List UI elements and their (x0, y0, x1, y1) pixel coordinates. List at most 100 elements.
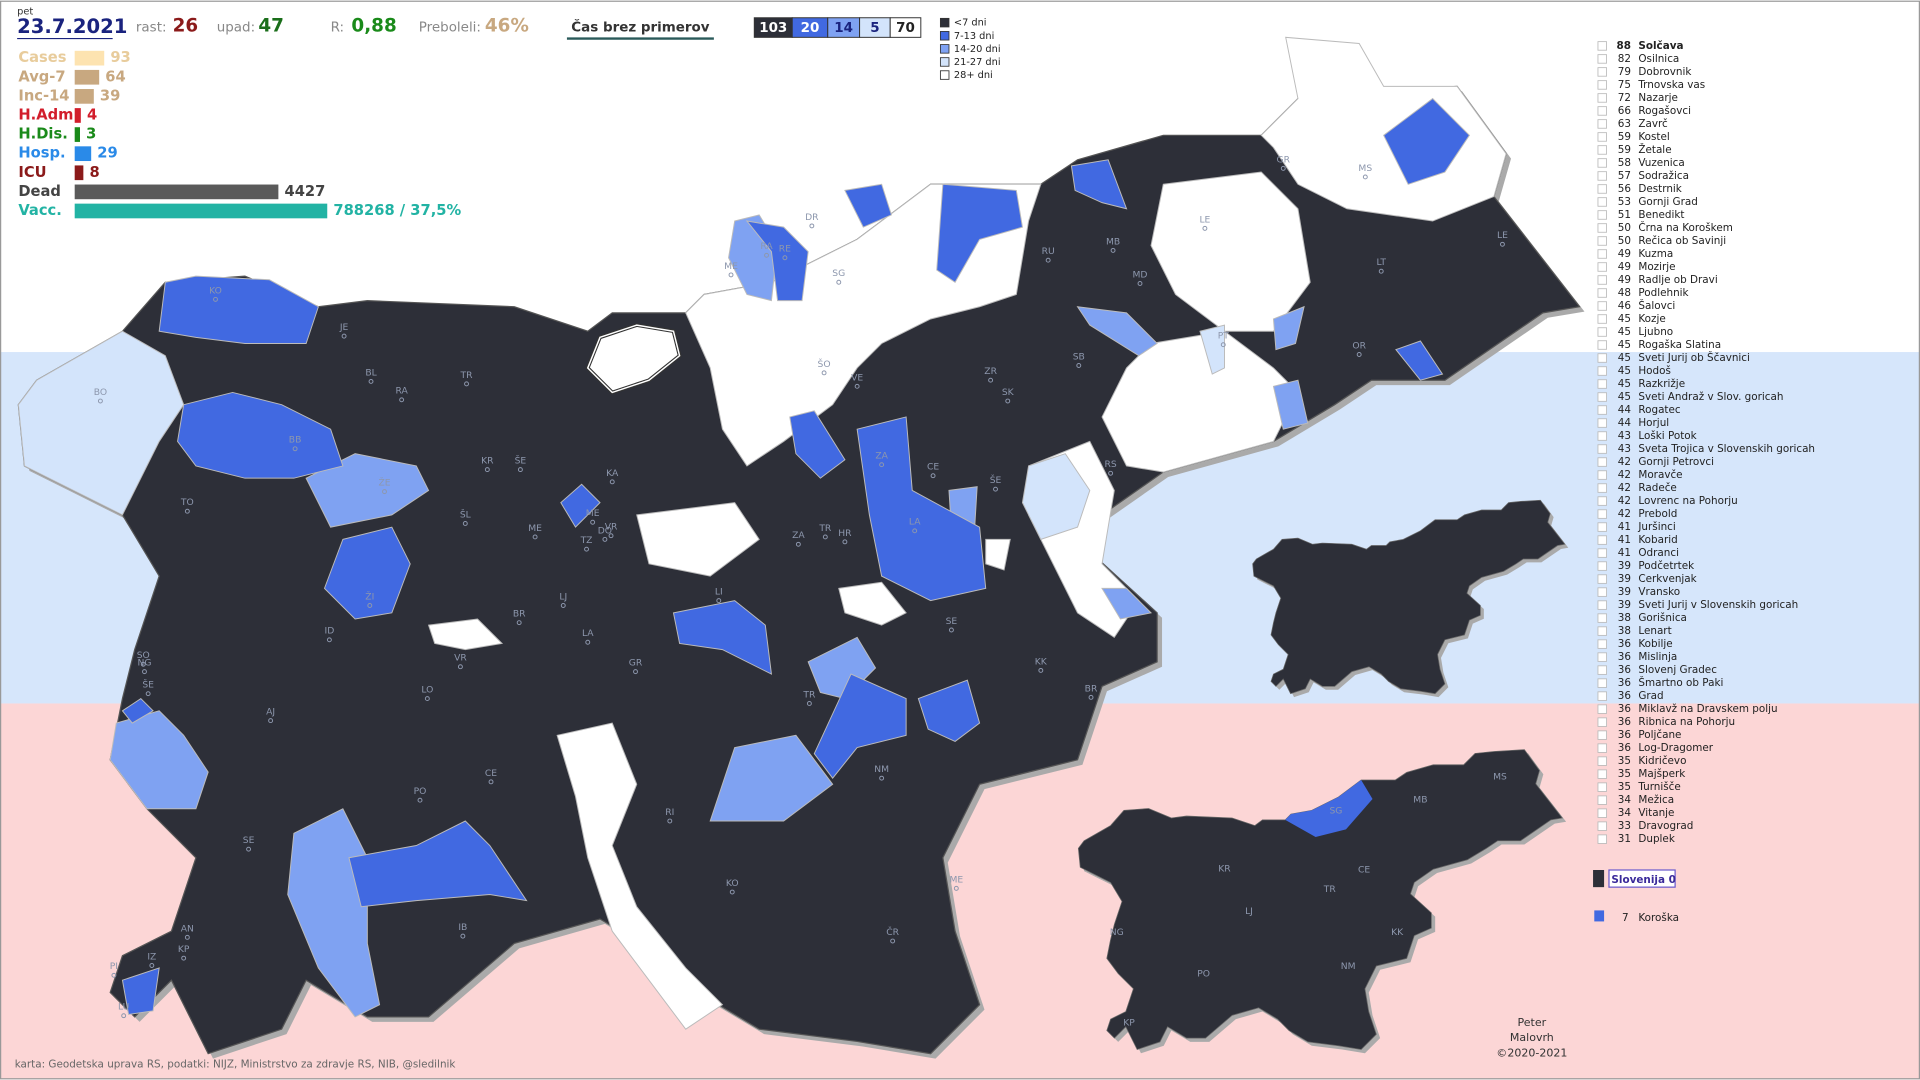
list-checkbox[interactable] (1597, 548, 1607, 558)
list-name[interactable]: Moravče (1638, 469, 1682, 481)
list-checkbox[interactable] (1597, 210, 1607, 220)
list-checkbox[interactable] (1597, 327, 1607, 337)
list-count[interactable]: 36 (1618, 638, 1631, 650)
list-name[interactable]: Podlehnik (1638, 287, 1688, 299)
list-name[interactable]: Radlje ob Dravi (1638, 274, 1717, 286)
list-checkbox[interactable] (1597, 509, 1607, 519)
list-count[interactable]: 41 (1618, 547, 1631, 559)
list-name[interactable]: Slovenj Gradec (1638, 664, 1717, 676)
list-count[interactable]: 33 (1618, 820, 1631, 832)
list-name[interactable]: Mežica (1638, 794, 1674, 806)
list-name[interactable]: Vransko (1638, 586, 1680, 598)
list-name[interactable]: Rogašovci (1638, 105, 1691, 117)
list-name[interactable]: Vitanje (1638, 807, 1674, 819)
list-checkbox[interactable] (1597, 522, 1607, 532)
list-count[interactable]: 88 (1617, 40, 1631, 52)
list-name[interactable]: Kostel (1638, 131, 1669, 143)
list-count[interactable]: 44 (1618, 417, 1632, 429)
list-count[interactable]: 38 (1618, 612, 1631, 624)
list-count[interactable]: 66 (1618, 105, 1631, 117)
list-checkbox[interactable] (1597, 314, 1607, 324)
list-count[interactable]: 35 (1618, 781, 1631, 793)
list-name[interactable]: Podčetrtek (1638, 560, 1694, 572)
list-name[interactable]: Solčava (1638, 40, 1683, 52)
list-count[interactable]: 35 (1618, 768, 1631, 780)
list-name[interactable]: Juršinci (1637, 521, 1675, 533)
list-count[interactable]: 36 (1618, 729, 1631, 741)
list-count[interactable]: 57 (1618, 170, 1631, 182)
list-count[interactable]: 41 (1618, 534, 1631, 546)
list-count[interactable]: 45 (1618, 378, 1631, 390)
list-count[interactable]: 42 (1618, 495, 1631, 507)
list-count[interactable]: 50 (1618, 222, 1631, 234)
list-count[interactable]: 51 (1618, 209, 1631, 221)
list-count[interactable]: 82 (1618, 53, 1631, 65)
list-name[interactable]: Rečica ob Savinji (1638, 235, 1726, 247)
list-checkbox[interactable] (1597, 665, 1607, 675)
list-count[interactable]: 31 (1618, 833, 1631, 845)
list-checkbox[interactable] (1597, 704, 1607, 714)
list-checkbox[interactable] (1597, 54, 1607, 64)
list-checkbox[interactable] (1597, 93, 1607, 103)
list-name[interactable]: Majšperk (1638, 768, 1685, 780)
summary-country[interactable]: Slovenija 0 (1611, 874, 1675, 886)
list-count[interactable]: 45 (1618, 313, 1631, 325)
list-name[interactable]: Loški Potok (1638, 430, 1696, 442)
list-checkbox[interactable] (1597, 730, 1607, 740)
list-checkbox[interactable] (1597, 80, 1607, 90)
list-checkbox[interactable] (1597, 483, 1607, 493)
list-count[interactable]: 35 (1618, 755, 1631, 767)
list-name[interactable]: Sveti Jurij ob Ščavnici (1638, 351, 1750, 364)
list-checkbox[interactable] (1597, 535, 1607, 545)
list-checkbox[interactable] (1597, 444, 1607, 454)
list-name[interactable]: Sveti Jurij v Slovenskih goricah (1638, 599, 1798, 611)
list-name[interactable]: Kobilje (1638, 638, 1672, 650)
range-button[interactable]: 14 (834, 21, 853, 36)
list-name[interactable]: Log-Dragomer (1638, 742, 1713, 754)
list-name[interactable]: Odranci (1638, 547, 1679, 559)
list-name[interactable]: Kidričevo (1638, 755, 1686, 767)
list-count[interactable]: 45 (1618, 365, 1631, 377)
list-count[interactable]: 63 (1618, 118, 1631, 130)
range-button[interactable]: 20 (801, 21, 820, 36)
list-count[interactable]: 44 (1618, 404, 1632, 416)
list-name[interactable]: Lovrenc na Pohorju (1638, 495, 1737, 507)
list-checkbox[interactable] (1597, 431, 1607, 441)
list-name[interactable]: Nazarje (1638, 92, 1678, 104)
list-name[interactable]: Destrnik (1638, 183, 1681, 195)
list-checkbox[interactable] (1597, 262, 1607, 272)
list-name[interactable]: Gornji Grad (1638, 196, 1697, 208)
list-count[interactable]: 34 (1618, 794, 1632, 806)
list-name[interactable]: Mislinja (1638, 651, 1677, 663)
list-count[interactable]: 48 (1618, 287, 1631, 299)
list-name[interactable]: Hodoš (1638, 365, 1671, 377)
list-count[interactable]: 42 (1618, 482, 1631, 494)
list-count[interactable]: 42 (1618, 469, 1631, 481)
list-count[interactable]: 36 (1618, 742, 1631, 754)
list-name[interactable]: Cerkvenjak (1638, 573, 1696, 585)
list-count[interactable]: 49 (1618, 248, 1631, 260)
list-name[interactable]: Črna na Koroškem (1638, 221, 1732, 234)
list-checkbox[interactable] (1597, 600, 1607, 610)
list-count[interactable]: 41 (1618, 521, 1631, 533)
list-count[interactable]: 72 (1618, 92, 1631, 104)
list-name[interactable]: Šalovci (1638, 299, 1675, 312)
list-checkbox[interactable] (1597, 392, 1607, 402)
list-checkbox[interactable] (1597, 184, 1607, 194)
list-name[interactable]: Sveta Trojica v Slovenskih goricah (1638, 443, 1815, 455)
list-count[interactable]: 43 (1618, 443, 1631, 455)
list-checkbox[interactable] (1597, 197, 1607, 207)
list-name[interactable]: Ljubno (1638, 326, 1673, 338)
list-count[interactable]: 49 (1618, 261, 1631, 273)
list-count[interactable]: 36 (1618, 677, 1631, 689)
list-name[interactable]: Kuzma (1638, 248, 1673, 260)
range-button[interactable]: 70 (896, 21, 915, 36)
list-checkbox[interactable] (1597, 561, 1607, 571)
list-checkbox[interactable] (1597, 587, 1607, 597)
list-name[interactable]: Rogaška Slatina (1638, 339, 1721, 351)
list-name[interactable]: Šmartno ob Paki (1638, 676, 1723, 689)
list-checkbox[interactable] (1597, 340, 1607, 350)
list-count[interactable]: 43 (1618, 430, 1631, 442)
summary-box[interactable] (1608, 869, 1676, 888)
list-checkbox[interactable] (1597, 275, 1607, 285)
